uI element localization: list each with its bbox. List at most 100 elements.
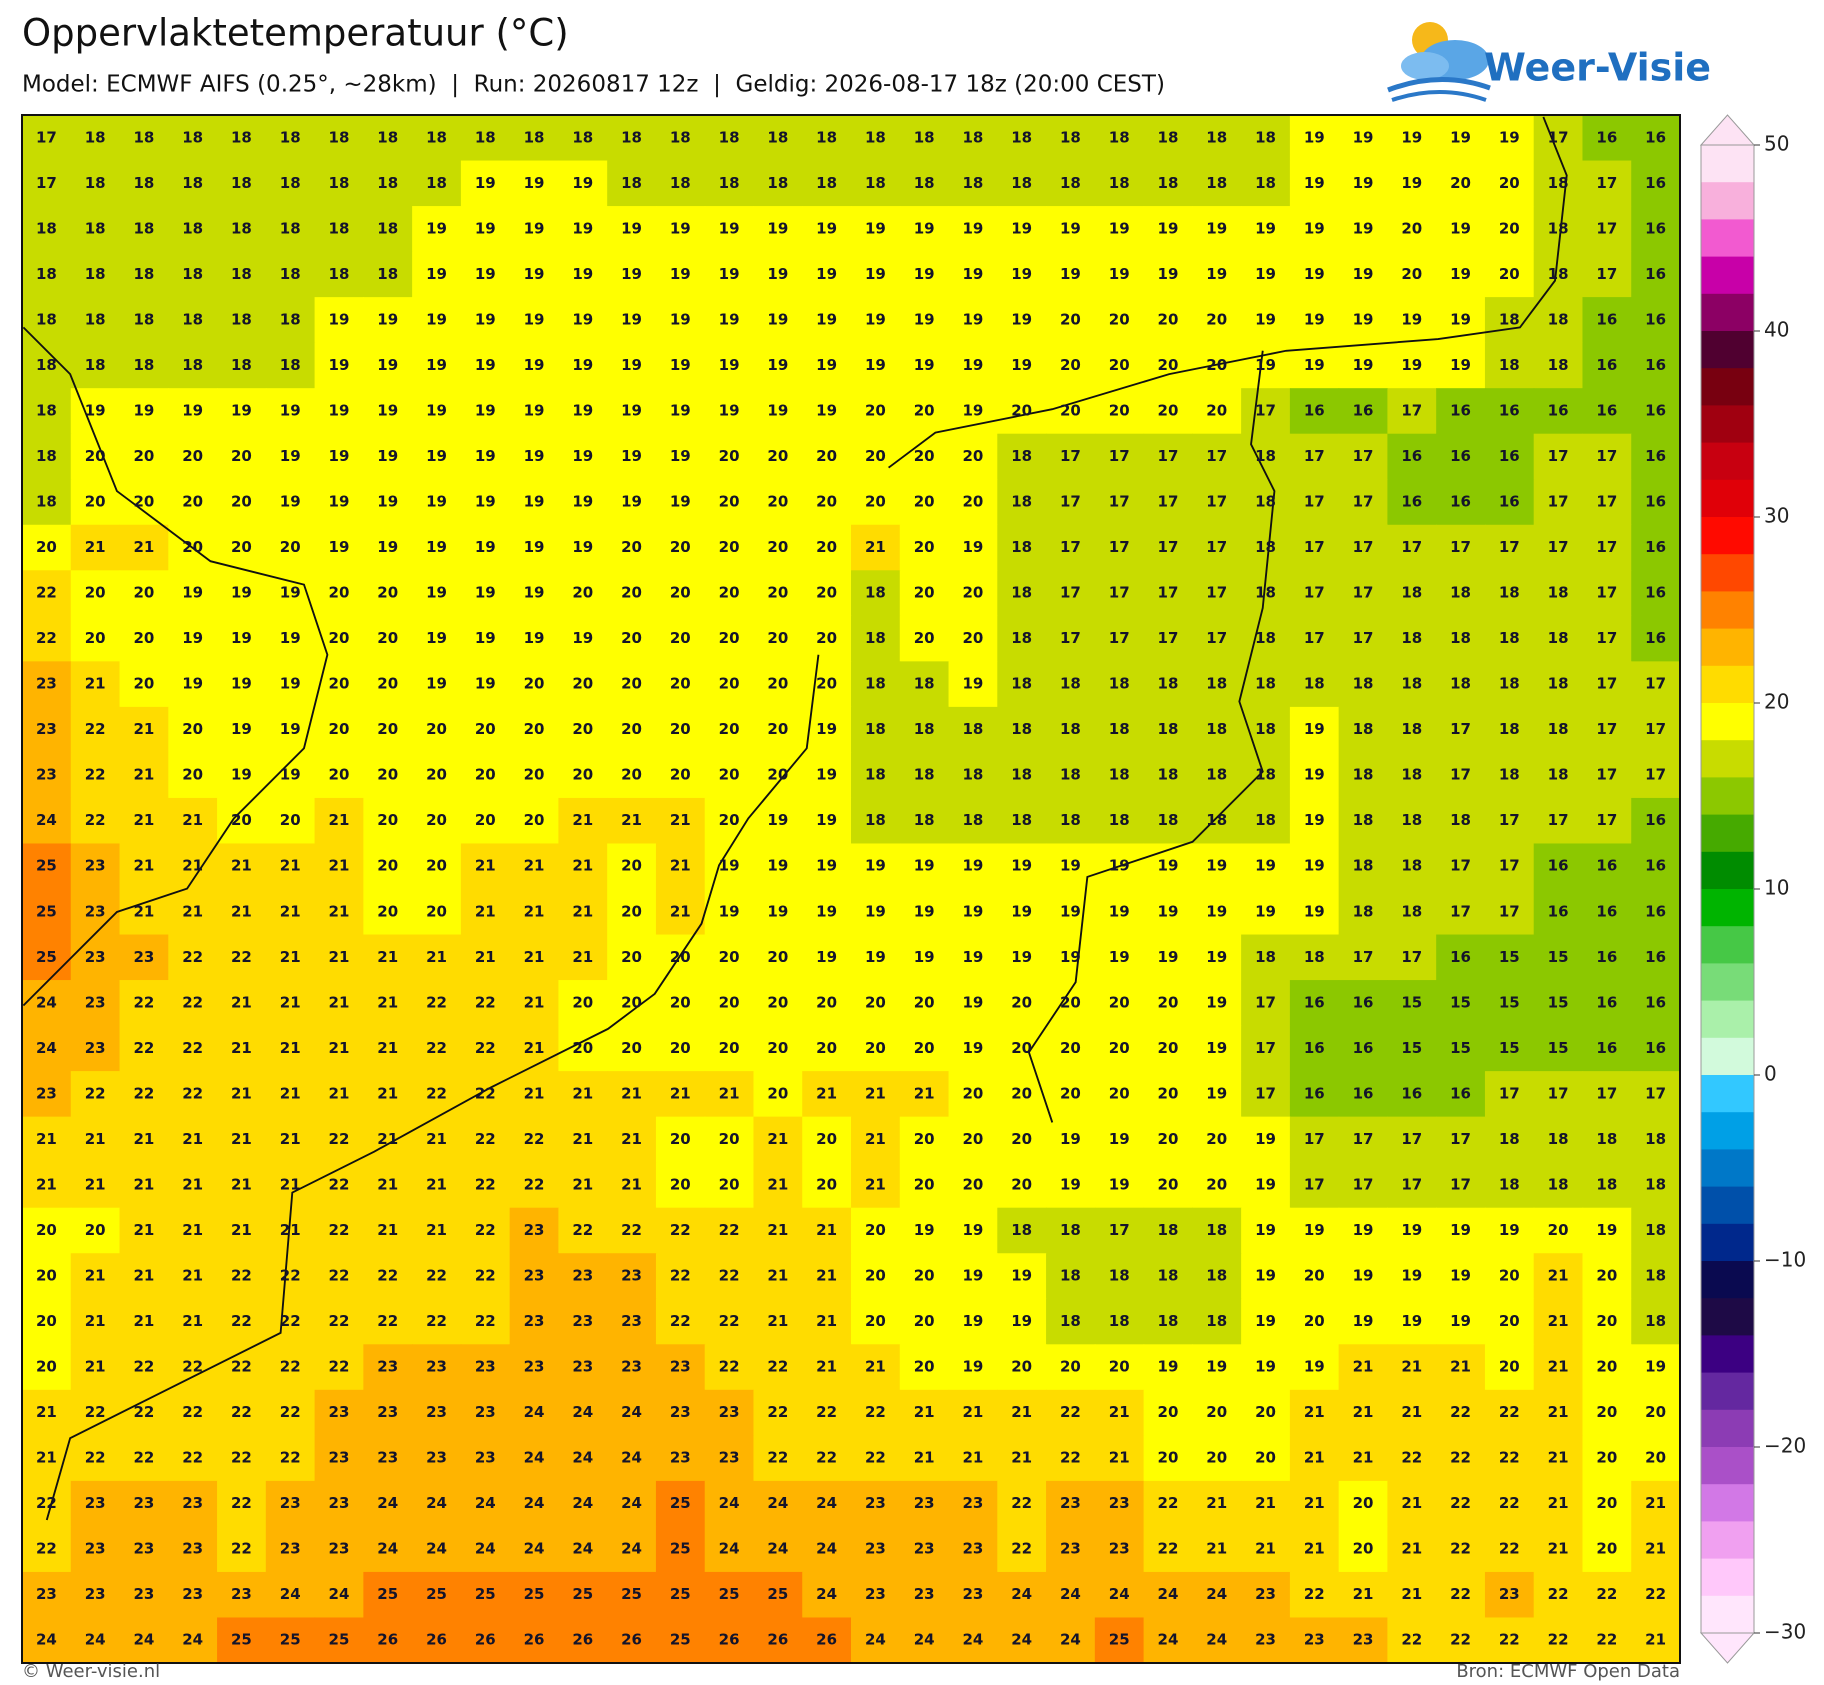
temperature-cell [460,1116,511,1163]
cell-label: 19 [1304,1221,1325,1239]
cell-label: 18 [1109,811,1130,829]
cell-label: 24 [377,1540,398,1558]
cell-label: 21 [524,902,545,920]
cell-label: 19 [377,310,398,328]
cell-label: 19 [1206,1084,1227,1102]
cell-label: 21 [85,538,106,556]
cell-label: 18 [1645,1130,1666,1148]
temperature-cell [997,479,1047,526]
colorbar-band [1701,1261,1754,1299]
temperature-cell [899,1025,950,1072]
cell-label: 18 [1060,766,1081,784]
cell-label: 20 [767,1084,788,1102]
cell-label: 21 [231,1221,252,1239]
cell-label: 26 [572,1631,593,1649]
temperature-cell [22,388,72,435]
cell-label: 16 [1353,1039,1374,1057]
cell-label: 23 [1499,1585,1520,1603]
cell-label: 19 [572,493,593,511]
cell-label: 20 [85,447,106,465]
temperature-cell [1192,934,1242,981]
cell-label: 20 [1109,310,1130,328]
temperature-cell [412,388,462,435]
cell-label: 21 [767,1221,788,1239]
cell-label: 18 [1499,356,1520,374]
temperature-cell [70,843,121,890]
cell-label: 17 [1450,902,1471,920]
cell-label: 20 [816,1039,837,1057]
temperature-cell [948,479,998,526]
temperature-cell [1094,342,1145,389]
cell-label: 19 [426,356,447,374]
temperature-cell [1192,433,1242,480]
cell-label: 17 [1109,1221,1130,1239]
cell-label: 20 [1499,219,1520,237]
temperature-cell [1338,661,1389,708]
temperature-cell [1582,570,1632,617]
cell-label: 20 [816,1175,837,1193]
temperature-cell [1387,843,1437,890]
colorbar-band [1701,1595,1754,1634]
cell-label: 22 [36,1494,57,1512]
cell-label: 18 [133,128,154,146]
cell-label: 19 [865,857,886,875]
temperature-cell [509,206,560,253]
cell-label: 17 [36,174,57,192]
temperature-cell [851,479,901,526]
temperature-cell [412,342,462,389]
temperature-cell [1046,797,1096,845]
temperature-cell [460,206,511,253]
temperature-cell [802,1071,852,1118]
cell-label: 18 [1060,720,1081,738]
temperature-cell [1241,934,1291,981]
cell-label: 17 [1158,493,1179,511]
cell-label: 20 [962,1175,983,1193]
temperature-cell [314,980,364,1027]
cell-label: 17 [36,128,57,146]
cell-label: 18 [1011,538,1032,556]
cell-label: 25 [767,1585,788,1603]
cell-label: 18 [1499,629,1520,647]
temperature-cell [1192,889,1242,936]
cell-label: 20 [816,584,837,602]
temperature-cell [1241,797,1291,845]
cell-label: 18 [914,811,935,829]
cell-label: 19 [377,538,398,556]
temperature-cell [265,342,316,389]
cell-label: 18 [377,265,398,283]
cell-label: 21 [280,1175,301,1193]
temperature-cell [314,479,364,526]
cell-label: 20 [719,948,740,966]
cell-label: 16 [1596,993,1617,1011]
cell-label: 20 [719,993,740,1011]
temperature-cell [22,934,72,981]
temperature-cell [509,115,560,162]
cell-label: 20 [816,1130,837,1148]
temperature-cell [1387,752,1437,799]
cell-label: 20 [572,766,593,784]
temperature-cell [1289,433,1340,480]
temperature-cell [217,479,267,526]
temperature-cell [314,1071,364,1118]
temperature-cell [997,160,1047,207]
cell-label: 20 [329,675,350,693]
cell-label: 18 [1011,629,1032,647]
cell-label: 23 [962,1540,983,1558]
cell-label: 21 [1401,1540,1422,1558]
cell-label: 20 [426,720,447,738]
cell-label: 19 [621,219,642,237]
temperature-cell [802,615,852,662]
temperature-cell [1241,1025,1291,1072]
cell-label: 22 [85,766,106,784]
temperature-cell [1046,706,1096,754]
cell-label: 18 [1548,1130,1569,1148]
temperature-cell [1436,570,1486,617]
temperature-cell [1387,433,1437,480]
cell-label: 22 [1499,1540,1520,1558]
cell-label: 19 [182,584,203,602]
cell-label: 26 [524,1631,545,1649]
cell-label: 20 [85,584,106,602]
cell-label: 18 [36,447,57,465]
cell-label: 20 [133,584,154,602]
temperature-cell [1631,160,1680,207]
